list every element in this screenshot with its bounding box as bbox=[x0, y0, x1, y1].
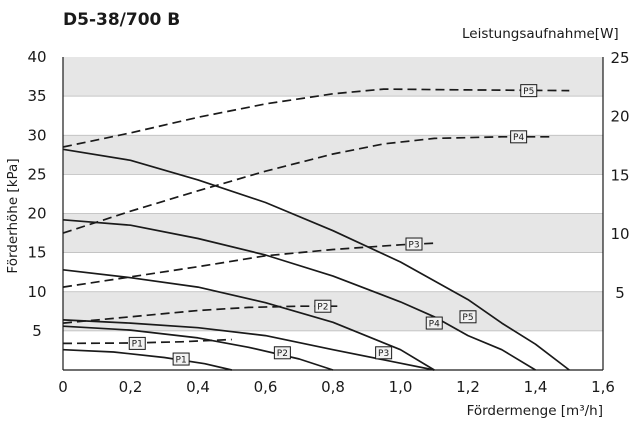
y-right-tick-25: 25 bbox=[610, 49, 629, 67]
power-label-p5: P5 bbox=[523, 87, 534, 97]
x-axis-title: Fördermenge [m³/h] bbox=[467, 403, 603, 419]
head-curve-p3 bbox=[62, 319, 435, 371]
head-label-p2: P2 bbox=[277, 349, 288, 359]
head-curve-p5 bbox=[62, 148, 570, 371]
power-curve-p3 bbox=[62, 242, 435, 288]
x-tick-1: 0,2 bbox=[119, 378, 143, 396]
grid-bands bbox=[63, 57, 603, 331]
head-curve-p4 bbox=[62, 218, 536, 371]
power-curve-p2 bbox=[62, 305, 340, 324]
head-label-p3: P3 bbox=[378, 349, 389, 359]
x-tick-3: 0,6 bbox=[254, 378, 278, 396]
y-axis-left-title: Förderhöhe [kPa] bbox=[5, 158, 21, 273]
head-curve-p1 bbox=[62, 348, 232, 371]
head-label-box-p2 bbox=[273, 346, 291, 360]
power-label-p3: P3 bbox=[408, 240, 419, 250]
head-label-p1: P1 bbox=[176, 355, 187, 365]
x-tick-8: 1,6 bbox=[591, 378, 615, 396]
power-label-box-p3 bbox=[405, 237, 423, 251]
head-curve-p2 bbox=[62, 325, 334, 371]
y-left-tick-25: 25 bbox=[27, 165, 46, 183]
y-left-tick-35: 35 bbox=[27, 87, 46, 105]
x-tick-7: 1,4 bbox=[524, 378, 548, 396]
head-label-box-p1 bbox=[172, 352, 190, 366]
head-label-p5: P5 bbox=[462, 313, 473, 323]
grid-band-4 bbox=[63, 291, 603, 331]
power-label-p2: P2 bbox=[317, 303, 328, 313]
power-curve-p4 bbox=[62, 135, 553, 234]
power-label-box-p1 bbox=[128, 336, 146, 350]
power-label-box-p4 bbox=[510, 130, 528, 144]
data-curves bbox=[62, 88, 570, 371]
head-label-box-p5 bbox=[459, 310, 477, 324]
y-right-tick-20: 20 bbox=[610, 108, 629, 126]
x-tick-4: 0,8 bbox=[321, 378, 345, 396]
y-right-tick-10: 10 bbox=[610, 225, 629, 243]
y-left-tick-5: 5 bbox=[32, 322, 42, 340]
power-label-box-p2 bbox=[314, 299, 332, 313]
x-tick-0: 0 bbox=[58, 378, 68, 396]
x-tick-5: 1,0 bbox=[389, 378, 413, 396]
tick-labels: 0 0,2 0,4 0,6 0,8 1,0 1,2 1,4 1,6 5 10 15 20 25 30 35 40… bbox=[27, 48, 629, 396]
x-tick-2: 0,4 bbox=[186, 378, 210, 396]
y-left-tick-30: 30 bbox=[27, 126, 46, 144]
y-axis-right-title: Leistungsaufnahme[W] bbox=[462, 26, 619, 42]
head-curve-unlabeled-5 bbox=[62, 268, 435, 371]
head-label-box-p4 bbox=[425, 316, 443, 330]
power-label-p1: P1 bbox=[132, 340, 143, 350]
power-label-box-p5 bbox=[520, 84, 538, 98]
y-right-tick-5: 5 bbox=[615, 284, 625, 302]
series-labels: P1 P2 P3 P4 P5 P1 P2 P3 P4 P5 bbox=[128, 84, 538, 366]
power-label-p4: P4 bbox=[513, 133, 524, 143]
y-right-tick-15: 15 bbox=[610, 166, 629, 184]
head-label-p4: P4 bbox=[429, 319, 440, 329]
power-curve-p5 bbox=[62, 88, 570, 148]
y-left-tick-20: 20 bbox=[27, 205, 46, 223]
y-left-tick-15: 15 bbox=[27, 244, 46, 262]
x-tick-6: 1,2 bbox=[456, 378, 480, 396]
power-curve-p1 bbox=[62, 338, 232, 345]
y-left-tick-10: 10 bbox=[27, 283, 46, 301]
y-left-tick-40: 40 bbox=[27, 48, 46, 66]
head-label-box-p3 bbox=[375, 346, 393, 360]
chart-title: D5-38/700 B bbox=[63, 10, 180, 30]
grid-band-3 bbox=[63, 213, 603, 253]
